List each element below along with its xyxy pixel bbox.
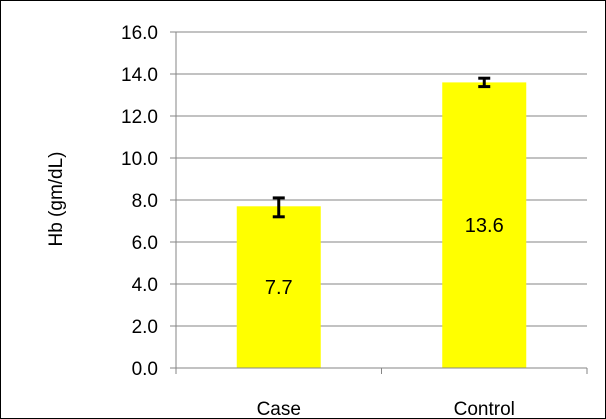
- y-tick-label: 4.0: [132, 275, 158, 296]
- y-tick-label: 2.0: [132, 317, 158, 338]
- category-label-case: Case: [257, 399, 301, 419]
- y-tick-label: 12.0: [121, 107, 158, 128]
- bar-control: [442, 82, 527, 369]
- category-label-control: Control: [454, 399, 515, 419]
- data-label-control: 13.6: [465, 215, 504, 237]
- y-tick-label: 0.0: [132, 359, 158, 380]
- bars: [236, 82, 527, 369]
- data-labels: 7.7 13.6: [265, 215, 504, 299]
- y-tick-label: 8.0: [132, 191, 158, 212]
- y-tick-label: 14.0: [121, 65, 158, 86]
- error-bars: [272, 76, 491, 219]
- y-tick-label: 16.0: [121, 23, 158, 44]
- data-label-case: 7.7: [265, 277, 293, 299]
- y-tick-label: 6.0: [132, 233, 158, 254]
- category-labels: Case Control: [257, 399, 515, 419]
- axes: [170, 31, 588, 374]
- y-axis-title: Hb (gm/dL): [46, 151, 67, 246]
- bar-case: [236, 206, 321, 368]
- y-tick-label: 10.0: [121, 149, 158, 170]
- y-tick-labels: 0.0 2.0 4.0 6.0 8.0 10.0 12.0 14.0 16.0: [121, 23, 158, 380]
